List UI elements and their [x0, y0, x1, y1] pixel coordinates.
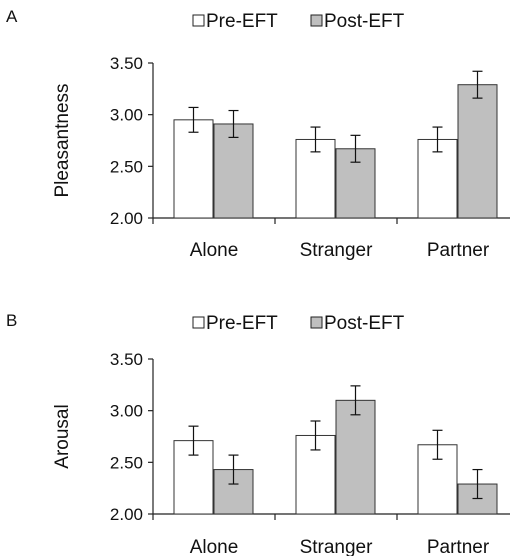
y-tick-label: 3.00 — [110, 402, 143, 421]
y-tick-label: 3.50 — [110, 350, 143, 369]
legend: Pre-EFT Post-EFT — [192, 11, 405, 32]
x-category-label: Alone — [190, 240, 239, 261]
legend-label-1: Pre-EFT — [206, 11, 278, 32]
bar-post-stranger — [335, 399, 376, 515]
x-category-label: Stranger — [300, 240, 374, 261]
panel-letter: A — [6, 7, 18, 26]
y-tick-label: 2.50 — [110, 453, 143, 472]
x-category-label: Alone — [190, 537, 239, 556]
x-category-label: Partner — [427, 537, 490, 556]
legend-label-2: Post-EFT — [324, 313, 405, 334]
legend-swatch-2 — [310, 14, 323, 27]
panel-letter: B — [6, 311, 17, 330]
legend-label-1: Pre-EFT — [206, 313, 278, 334]
bar-pre-alone — [173, 119, 214, 219]
y-axis-label: Arousal — [52, 404, 73, 468]
panel-a: A Pre-EFT Post-EFT Pleasantness 2.00 2.50 3.00… — [6, 7, 510, 261]
y-tick-label: 2.00 — [110, 505, 143, 524]
legend-swatch-1 — [192, 316, 205, 329]
legend-swatch-1 — [192, 14, 205, 27]
y-tick-label: 2.50 — [110, 157, 143, 176]
bar-post-alone — [213, 123, 254, 219]
bar-post-partner — [457, 84, 498, 219]
y-tick-label: 3.00 — [110, 106, 143, 125]
legend-label-2: Post-EFT — [324, 11, 405, 32]
bar-pre-stranger — [295, 138, 336, 219]
x-category-label: Stranger — [300, 537, 374, 556]
bar-pre-alone — [173, 440, 214, 515]
y-tick-label: 2.00 — [110, 209, 143, 228]
panel-b: B Pre-EFT Post-EFT Arousal 2.00 2.50 3.00 3.50 A… — [6, 311, 510, 556]
y-tick-label: 3.50 — [110, 54, 143, 73]
x-category-label: Partner — [427, 240, 490, 261]
y-axis-label: Pleasantness — [52, 83, 73, 197]
legend-swatch-2 — [310, 316, 323, 329]
legend: Pre-EFT Post-EFT — [192, 313, 405, 334]
